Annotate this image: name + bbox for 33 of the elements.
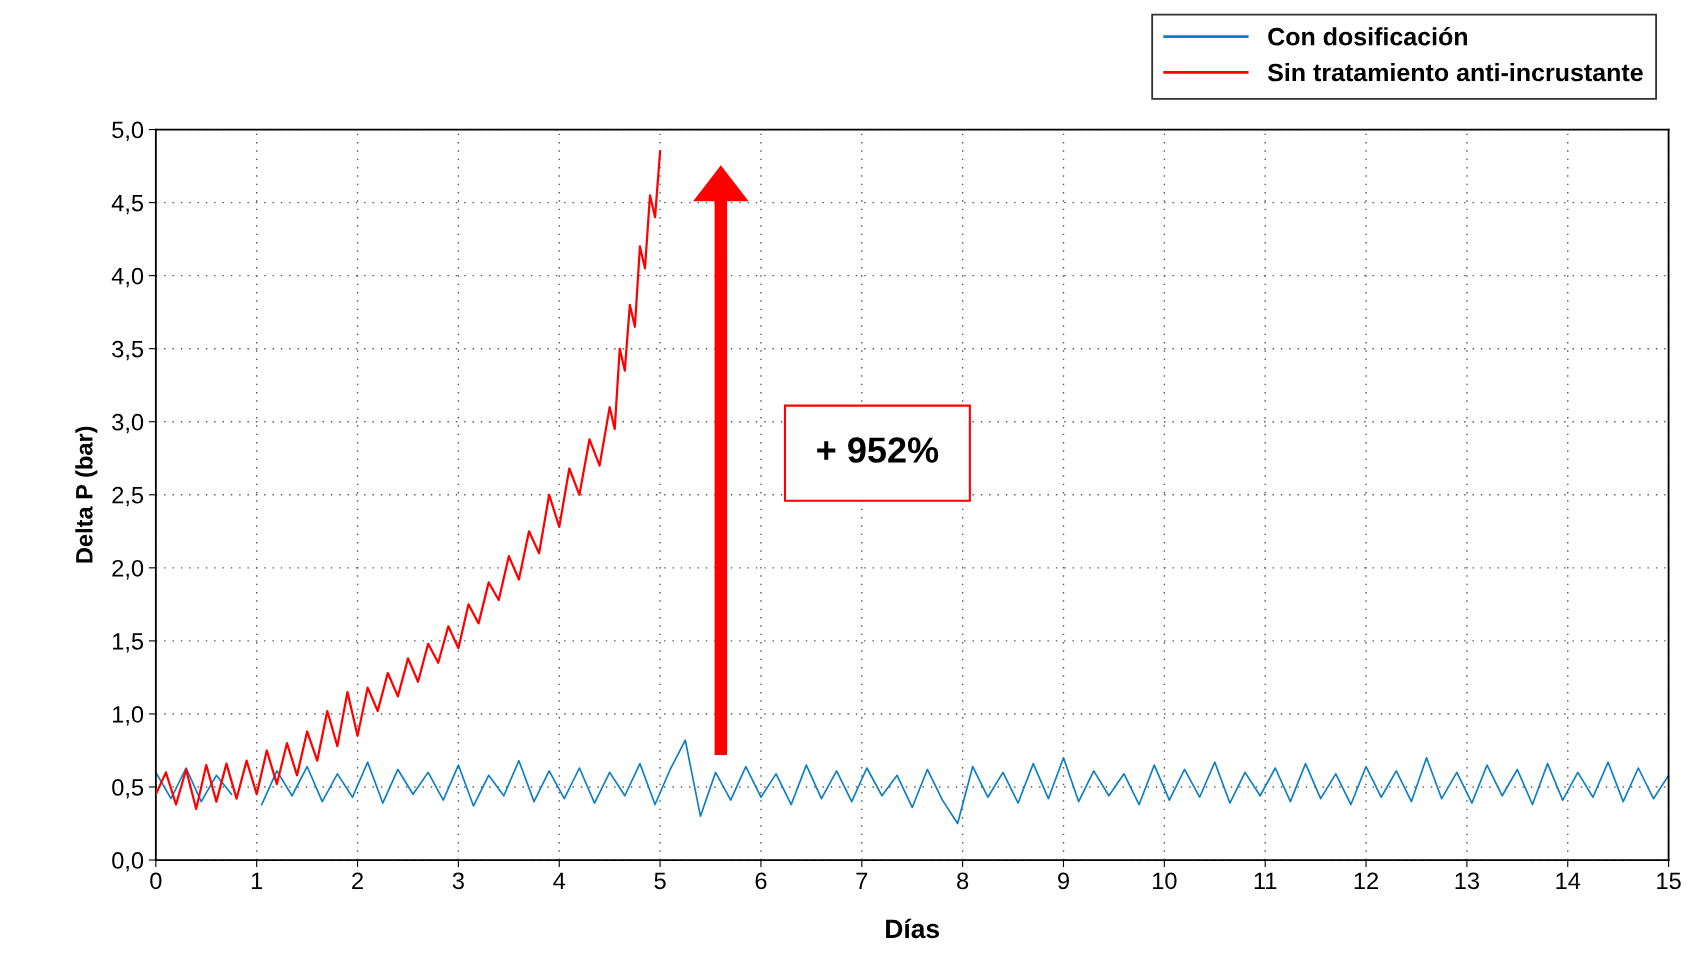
legend-label: Sin tratamiento anti-incrustante <box>1267 62 1643 82</box>
x-tick-label: 11 <box>1254 872 1277 889</box>
y-tick-label: 0,5 <box>112 779 144 799</box>
y-tick-label: 2,5 <box>112 486 144 507</box>
x-tick-label: 14 <box>1556 872 1581 889</box>
annotation: + 952% <box>817 437 939 463</box>
x-tick-label: 6 <box>755 872 767 890</box>
y-tick-label: 2,0 <box>112 559 144 580</box>
x-tick-label: 10 <box>1153 872 1177 890</box>
y-tick-label: 4,5 <box>111 194 144 215</box>
y-tick-label: 4,0 <box>111 267 144 288</box>
x-axis-title: Días <box>886 918 940 939</box>
x-tick-label: 15 <box>1657 872 1681 890</box>
x-tick-label: 8 <box>957 872 969 890</box>
x-tick-label: 0 <box>150 872 162 890</box>
x-tick-label: 5 <box>654 872 666 890</box>
y-tick-label: 0,0 <box>112 852 144 872</box>
x-tick-label: 12 <box>1354 872 1378 889</box>
x-tick-label: 13 <box>1455 872 1479 890</box>
x-tick-label: 4 <box>553 872 566 889</box>
line-series <box>155 150 662 811</box>
x-tick-label: 7 <box>856 872 868 889</box>
y-tick-label: 5,0 <box>112 121 144 142</box>
x-tick-label: 2 <box>352 872 363 889</box>
legend-label: Con dosificación <box>1268 26 1468 46</box>
y-tick-label: 3,5 <box>112 340 144 361</box>
x-tick-label: 1 <box>251 872 263 889</box>
y-tick-label: 1,5 <box>113 633 144 653</box>
x-tick-label: 9 <box>1058 872 1069 890</box>
y-tick-label: 3,0 <box>112 413 144 434</box>
x-tick-label: 3 <box>452 872 464 890</box>
y-axis-title: Delta P (bar) <box>75 426 98 563</box>
y-tick-label: 1,0 <box>113 706 144 726</box>
